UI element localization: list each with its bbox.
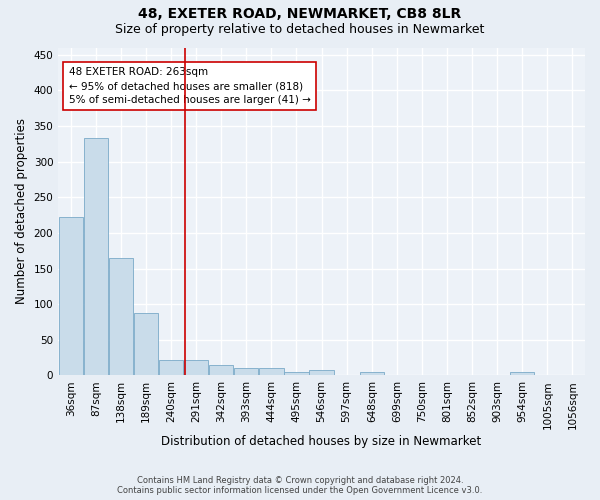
Bar [359,372,384,376]
Bar [159,360,183,376]
Bar [184,360,208,376]
Bar [510,372,535,376]
Y-axis label: Number of detached properties: Number of detached properties [15,118,28,304]
Text: 48 EXETER ROAD: 263sqm
← 95% of detached houses are smaller (818)
5% of semi-det: 48 EXETER ROAD: 263sqm ← 95% of detached… [69,67,311,105]
Bar [284,372,308,376]
Bar [209,365,233,376]
Bar [234,368,259,376]
Bar [259,368,284,376]
Text: Contains HM Land Registry data © Crown copyright and database right 2024.
Contai: Contains HM Land Registry data © Crown c… [118,476,482,495]
X-axis label: Distribution of detached houses by size in Newmarket: Distribution of detached houses by size … [161,434,482,448]
Text: Size of property relative to detached houses in Newmarket: Size of property relative to detached ho… [115,22,485,36]
Bar [83,138,108,376]
Text: 48, EXETER ROAD, NEWMARKET, CB8 8LR: 48, EXETER ROAD, NEWMARKET, CB8 8LR [139,8,461,22]
Bar [109,258,133,376]
Bar [310,370,334,376]
Bar [59,217,83,376]
Bar [134,312,158,376]
